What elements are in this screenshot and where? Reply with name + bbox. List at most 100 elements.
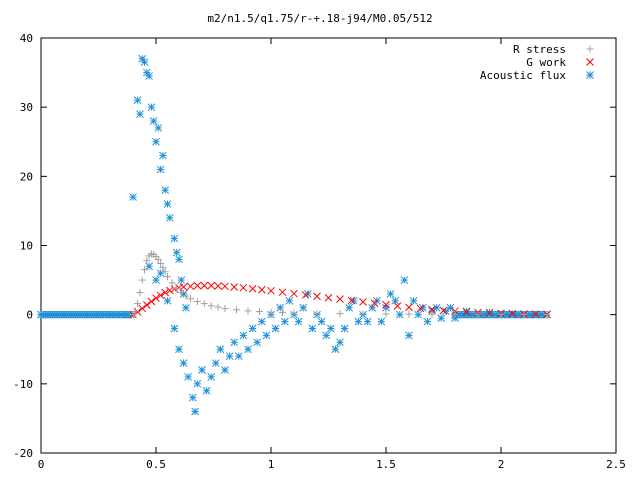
data-point <box>193 379 202 388</box>
data-point <box>279 309 286 317</box>
data-point <box>221 366 229 374</box>
data-point <box>165 213 174 222</box>
data-point <box>161 268 169 276</box>
data-point <box>131 307 139 315</box>
data-point <box>391 296 400 305</box>
data-point <box>543 311 551 319</box>
data-point <box>143 257 151 265</box>
data-point <box>154 255 162 263</box>
data-point <box>497 310 505 318</box>
x-tick-label: 1 <box>268 458 275 471</box>
data-point <box>230 283 239 291</box>
data-point <box>134 300 142 308</box>
data-point <box>175 255 183 264</box>
data-point <box>520 311 528 319</box>
data-point <box>149 117 158 125</box>
data-point <box>280 317 289 326</box>
data-point <box>405 331 413 340</box>
data-point <box>182 303 190 312</box>
data-point <box>156 165 165 174</box>
x-tick-label: 0.5 <box>146 458 166 471</box>
data-point <box>267 308 275 316</box>
data-point <box>216 345 225 354</box>
data-point <box>363 317 372 326</box>
data-point <box>159 264 167 272</box>
data-point <box>175 345 183 354</box>
x-axis: 0 0.5 1 1.5 2 2.5 <box>38 38 626 471</box>
data-point <box>382 300 390 309</box>
data-point <box>147 103 156 112</box>
data-point <box>359 298 367 306</box>
data-point <box>214 282 222 290</box>
data-point <box>271 324 280 333</box>
data-point <box>432 303 441 312</box>
data-point <box>382 310 390 318</box>
data-point <box>239 283 248 292</box>
legend-marker <box>586 58 594 66</box>
data-point <box>157 259 165 267</box>
plot-frame <box>40 37 617 454</box>
data-point <box>233 306 240 314</box>
data-point <box>345 303 354 312</box>
data-point <box>211 359 220 367</box>
data-point <box>267 286 275 295</box>
data-point <box>331 345 340 354</box>
data-point <box>221 282 229 291</box>
data-point <box>474 310 482 318</box>
data-point <box>248 284 257 293</box>
data-point <box>340 324 349 333</box>
data-point <box>207 373 216 381</box>
data-point <box>177 289 185 297</box>
data-point <box>301 291 310 299</box>
data-point <box>200 281 209 290</box>
data-point <box>145 72 153 80</box>
data-point <box>336 338 344 347</box>
data-point <box>354 317 363 326</box>
data-point <box>405 310 413 318</box>
data-point <box>225 352 234 361</box>
legend-label: Acoustic flux <box>480 69 566 82</box>
data-point <box>152 276 160 284</box>
data-point <box>207 302 215 310</box>
data-point <box>188 393 197 402</box>
data-point <box>140 58 149 67</box>
data-point <box>214 303 222 311</box>
data-point <box>207 281 216 290</box>
series-layer <box>37 54 551 416</box>
legend-label: R stress <box>513 43 566 56</box>
y-tick-label: -10 <box>13 378 33 391</box>
data-point <box>308 324 317 333</box>
data-point <box>159 151 167 160</box>
data-point <box>244 345 252 354</box>
data-point <box>248 324 257 333</box>
data-point <box>154 124 163 132</box>
series-acoustic-flux <box>37 54 551 416</box>
data-point <box>172 248 181 257</box>
data-point <box>138 276 146 284</box>
data-point <box>136 110 144 118</box>
data-point <box>202 386 211 395</box>
data-point <box>161 186 170 195</box>
data-point <box>531 310 540 318</box>
data-point <box>173 284 181 292</box>
data-point <box>313 292 321 301</box>
data-point <box>395 310 404 319</box>
data-point <box>257 285 266 294</box>
data-point <box>508 309 517 318</box>
data-point <box>336 295 344 303</box>
chart-title: m2/n1.5/q1.75/r-+.18-j94/M0.05/512 <box>207 12 432 25</box>
y-tick-label: -20 <box>13 447 33 460</box>
data-point <box>256 308 263 316</box>
data-point <box>428 305 436 314</box>
data-point <box>129 193 137 201</box>
data-point <box>370 299 379 308</box>
data-point <box>198 366 206 374</box>
data-point <box>186 282 195 291</box>
data-point <box>193 298 201 306</box>
data-point <box>326 324 335 333</box>
data-point <box>170 324 179 333</box>
data-point <box>290 289 298 298</box>
x-tick-label: 2.5 <box>606 458 626 471</box>
